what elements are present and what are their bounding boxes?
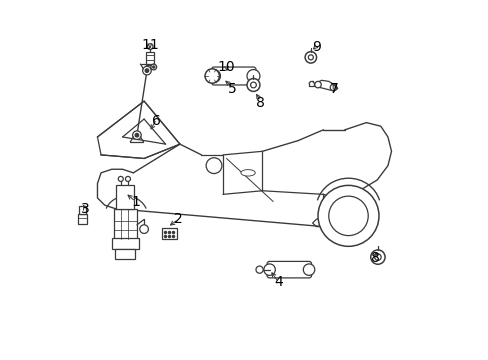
- Text: 2: 2: [173, 212, 182, 226]
- FancyBboxPatch shape: [211, 67, 255, 85]
- Bar: [79, 206, 85, 214]
- Circle shape: [303, 264, 314, 275]
- Circle shape: [374, 254, 380, 260]
- Bar: [112, 238, 139, 249]
- Bar: [115, 249, 135, 259]
- Circle shape: [135, 134, 139, 137]
- Text: 5: 5: [227, 82, 236, 95]
- Text: 9: 9: [311, 40, 320, 54]
- Bar: [162, 228, 177, 239]
- Circle shape: [314, 81, 321, 88]
- Text: 6: 6: [152, 114, 161, 128]
- Bar: [78, 214, 87, 224]
- Text: 11: 11: [141, 38, 159, 52]
- Text: 1: 1: [131, 194, 140, 208]
- Circle shape: [255, 266, 263, 273]
- Circle shape: [370, 250, 384, 264]
- Bar: [145, 51, 154, 64]
- Circle shape: [145, 69, 148, 72]
- Circle shape: [142, 66, 151, 75]
- Circle shape: [329, 84, 336, 91]
- Circle shape: [207, 69, 220, 82]
- Bar: [116, 185, 133, 209]
- FancyBboxPatch shape: [266, 261, 311, 278]
- Circle shape: [305, 51, 316, 63]
- Circle shape: [328, 196, 367, 235]
- Text: 8: 8: [370, 251, 379, 265]
- Circle shape: [140, 225, 148, 233]
- Circle shape: [118, 176, 123, 181]
- Circle shape: [264, 264, 275, 275]
- Circle shape: [132, 131, 141, 139]
- Text: 7: 7: [329, 82, 338, 95]
- Circle shape: [246, 78, 260, 91]
- Circle shape: [206, 158, 222, 174]
- Circle shape: [317, 185, 378, 246]
- Circle shape: [125, 176, 130, 181]
- Circle shape: [151, 64, 156, 70]
- Text: 8: 8: [256, 95, 264, 109]
- Bar: [113, 209, 137, 239]
- Circle shape: [246, 69, 260, 82]
- Circle shape: [204, 69, 219, 83]
- Circle shape: [152, 66, 155, 68]
- Text: 3: 3: [81, 202, 89, 216]
- Circle shape: [250, 82, 256, 88]
- Circle shape: [308, 55, 313, 60]
- Text: 10: 10: [217, 60, 235, 74]
- Text: 4: 4: [274, 275, 283, 289]
- Circle shape: [147, 44, 153, 49]
- Polygon shape: [314, 80, 337, 91]
- Ellipse shape: [241, 170, 255, 176]
